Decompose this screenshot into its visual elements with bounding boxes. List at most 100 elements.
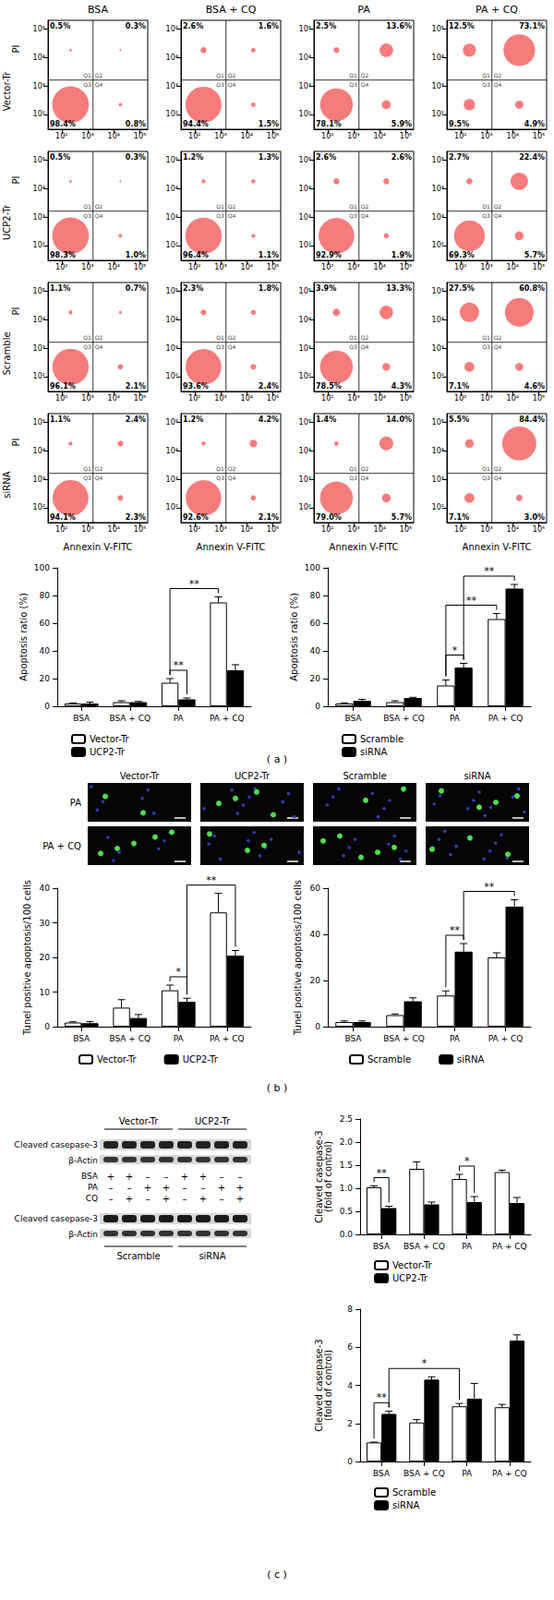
svg-text:10³: 10³ xyxy=(432,344,445,353)
svg-text:+: + xyxy=(236,1193,244,1205)
svg-text:+: + xyxy=(199,1193,207,1205)
svg-text:10³: 10³ xyxy=(480,394,493,403)
svg-text:2.6%: 2.6% xyxy=(315,153,337,162)
svg-text:0.0: 0.0 xyxy=(339,1229,354,1240)
svg-text:96.4%: 96.4% xyxy=(182,251,209,260)
svg-text:10⁵: 10⁵ xyxy=(399,394,412,403)
svg-text:10³: 10³ xyxy=(166,475,179,484)
svg-text:Q3: Q3 xyxy=(349,343,358,350)
svg-text:+: + xyxy=(125,1193,133,1205)
svg-text:0: 0 xyxy=(44,701,50,711)
svg-text:80: 80 xyxy=(39,590,51,601)
svg-text:Q3: Q3 xyxy=(216,474,225,482)
svg-text:98.4%: 98.4% xyxy=(49,120,76,129)
svg-text:69.3%: 69.3% xyxy=(448,251,475,260)
svg-text:+: + xyxy=(217,1182,226,1193)
svg-text:10³: 10³ xyxy=(299,213,312,222)
svg-text:40: 40 xyxy=(310,929,322,940)
svg-text:( a ): ( a ) xyxy=(266,753,288,766)
svg-text:**: ** xyxy=(189,578,201,591)
svg-text:10⁴: 10⁴ xyxy=(166,446,179,456)
svg-text:10²: 10² xyxy=(454,132,467,141)
svg-text:Q2: Q2 xyxy=(95,334,104,341)
svg-text:PA + CQ: PA + CQ xyxy=(209,1034,245,1044)
svg-text:Q1: Q1 xyxy=(349,465,358,472)
svg-text:2.0: 2.0 xyxy=(339,1137,354,1147)
svg-text:Q3: Q3 xyxy=(349,81,358,88)
svg-text:13.3%: 13.3% xyxy=(385,284,412,293)
svg-text:10⁴: 10⁴ xyxy=(299,184,312,193)
svg-text:10²: 10² xyxy=(188,132,201,141)
svg-text:Q4: Q4 xyxy=(228,343,237,350)
svg-text:10⁴: 10⁴ xyxy=(240,132,253,141)
svg-text:80: 80 xyxy=(310,590,322,601)
svg-text:10³: 10³ xyxy=(432,82,445,91)
svg-text:2.1%: 2.1% xyxy=(125,382,146,391)
svg-text:PA + CQ: PA + CQ xyxy=(488,713,524,723)
svg-text:Vector-Tr: Vector-Tr xyxy=(119,1116,160,1127)
svg-text:Vector-Tr: Vector-Tr xyxy=(1,71,13,112)
svg-text:PA: PA xyxy=(173,713,185,723)
svg-text:10⁴: 10⁴ xyxy=(506,132,519,141)
svg-text:PA: PA xyxy=(357,3,371,16)
svg-text:Vector-Tr: Vector-Tr xyxy=(120,770,161,782)
svg-text:2.7%: 2.7% xyxy=(448,153,470,162)
svg-text:PI: PI xyxy=(11,307,22,316)
svg-text:5.9%: 5.9% xyxy=(391,120,412,129)
svg-text:*: * xyxy=(421,1357,428,1370)
svg-text:10³: 10³ xyxy=(214,525,227,534)
svg-text:4: 4 xyxy=(347,1381,353,1391)
svg-text:10²: 10² xyxy=(321,394,334,403)
svg-text:98.3%: 98.3% xyxy=(49,251,76,260)
svg-text:7.1%: 7.1% xyxy=(448,382,470,391)
svg-text:10²: 10² xyxy=(299,240,312,250)
svg-text:78.1%: 78.1% xyxy=(315,120,342,129)
svg-text:1.1%: 1.1% xyxy=(49,284,71,293)
svg-text:0: 0 xyxy=(314,1022,321,1032)
svg-text:PA + CQ: PA + CQ xyxy=(488,1034,524,1044)
svg-text:0.3%: 0.3% xyxy=(125,22,146,31)
svg-text:27.5%: 27.5% xyxy=(448,284,475,293)
svg-text:Q3: Q3 xyxy=(481,212,491,219)
svg-text:**: ** xyxy=(205,874,217,887)
svg-text:14.0%: 14.0% xyxy=(385,415,412,424)
svg-text:Q3: Q3 xyxy=(216,212,225,219)
svg-text:10²: 10² xyxy=(321,525,334,534)
svg-text:0.7%: 0.7% xyxy=(125,284,146,293)
svg-text:β-Actin: β-Actin xyxy=(68,1229,98,1240)
svg-text:1.5%: 1.5% xyxy=(258,120,279,129)
svg-text:94.4%: 94.4% xyxy=(182,120,209,129)
svg-text:Vector-Tr: Vector-Tr xyxy=(392,1260,434,1271)
svg-text:10²: 10² xyxy=(188,263,201,272)
svg-text:10³: 10³ xyxy=(432,213,445,222)
svg-text:2.4%: 2.4% xyxy=(125,415,146,424)
svg-text:Q4: Q4 xyxy=(361,212,370,219)
svg-text:10⁵: 10⁵ xyxy=(133,132,146,141)
svg-text:12.5%: 12.5% xyxy=(448,22,475,31)
svg-text:UCP2-Tr: UCP2-Tr xyxy=(1,204,13,241)
svg-text:–: – xyxy=(108,1193,114,1205)
svg-text:10²: 10² xyxy=(188,525,201,534)
svg-text:siRNA: siRNA xyxy=(360,746,387,758)
svg-text:Apoptosis ratio (%): Apoptosis ratio (%) xyxy=(18,592,29,682)
svg-text:10³: 10³ xyxy=(214,394,227,403)
svg-text:10⁴: 10⁴ xyxy=(240,525,253,534)
svg-text:UCP2-Tr: UCP2-Tr xyxy=(234,770,271,782)
svg-text:10³: 10³ xyxy=(214,132,227,141)
svg-text:+: + xyxy=(162,1182,170,1193)
svg-text:Q2: Q2 xyxy=(95,465,104,472)
svg-text:1.8%: 1.8% xyxy=(258,284,279,293)
svg-text:10⁵: 10⁵ xyxy=(266,132,279,141)
svg-text:Q2: Q2 xyxy=(493,334,503,341)
svg-text:1.2%: 1.2% xyxy=(182,415,204,424)
svg-text:–: – xyxy=(145,1193,151,1205)
svg-text:5.7%: 5.7% xyxy=(524,251,545,260)
svg-text:PI: PI xyxy=(11,438,22,447)
svg-text:10⁵: 10⁵ xyxy=(532,132,545,141)
svg-text:10⁵: 10⁵ xyxy=(432,24,445,34)
svg-text:10⁴: 10⁴ xyxy=(240,263,253,272)
svg-text:PA: PA xyxy=(461,1469,473,1479)
svg-text:10⁴: 10⁴ xyxy=(166,315,179,325)
svg-text:Q1: Q1 xyxy=(216,334,225,341)
svg-text:10²: 10² xyxy=(299,372,312,381)
